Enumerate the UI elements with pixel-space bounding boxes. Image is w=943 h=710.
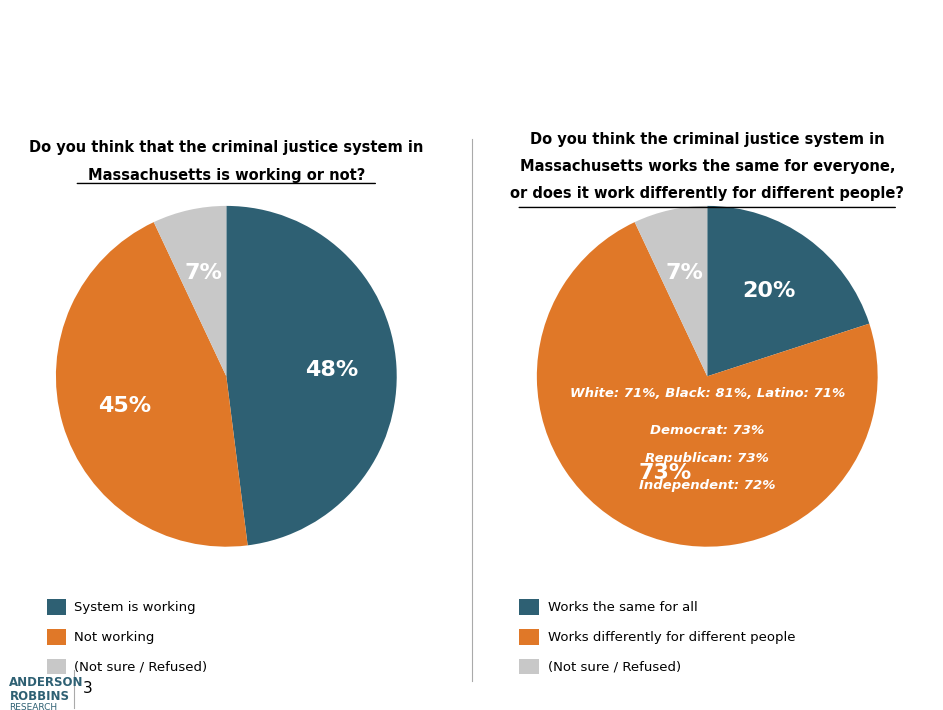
Bar — [47, 659, 66, 674]
Text: Works differently for different people: Works differently for different people — [548, 630, 795, 644]
Text: 7%: 7% — [184, 263, 223, 283]
Text: 48%: 48% — [306, 360, 358, 380]
Text: White: 71%, Black: 81%, Latino: 71%: White: 71%, Black: 81%, Latino: 71% — [570, 387, 845, 400]
Text: Massachusetts works the same for everyone,: Massachusetts works the same for everyon… — [520, 159, 895, 174]
Bar — [519, 629, 539, 645]
Text: (Not sure / Refused): (Not sure / Refused) — [548, 660, 681, 673]
Text: 45%: 45% — [98, 395, 152, 416]
Text: Massachusetts is working or not?: Massachusetts is working or not? — [88, 168, 365, 182]
Text: ROBBINS: ROBBINS — [9, 689, 70, 703]
Text: System is working: System is working — [74, 601, 195, 614]
Text: 3: 3 — [83, 681, 92, 697]
Bar — [519, 659, 539, 674]
Text: Less than half of voters think the criminal justice system is
working, and nearl: Less than half of voters think the crimi… — [28, 17, 857, 98]
Text: Independent: 72%: Independent: 72% — [639, 479, 775, 492]
Text: Republican: 73%: Republican: 73% — [645, 452, 769, 464]
Text: 73%: 73% — [638, 463, 692, 484]
Text: or does it work differently for different people?: or does it work differently for differen… — [510, 186, 904, 202]
Bar — [47, 629, 66, 645]
Text: Democrat: 73%: Democrat: 73% — [650, 425, 765, 437]
Text: Works the same for all: Works the same for all — [548, 601, 698, 614]
Text: 7%: 7% — [665, 263, 703, 283]
Wedge shape — [226, 206, 397, 545]
Wedge shape — [154, 206, 226, 376]
Text: 20%: 20% — [743, 281, 796, 301]
Bar — [519, 599, 539, 615]
Text: Not working: Not working — [74, 630, 154, 644]
Text: (Not sure / Refused): (Not sure / Refused) — [74, 660, 207, 673]
Text: ANDERSON: ANDERSON — [9, 676, 84, 689]
Wedge shape — [635, 206, 707, 376]
Text: Do you think the criminal justice system in: Do you think the criminal justice system… — [530, 132, 885, 147]
Text: RESEARCH: RESEARCH — [9, 703, 58, 710]
Wedge shape — [56, 222, 248, 547]
Wedge shape — [707, 206, 869, 376]
Bar — [47, 599, 66, 615]
Text: Do you think that the criminal justice system in: Do you think that the criminal justice s… — [29, 141, 423, 155]
Wedge shape — [537, 222, 878, 547]
